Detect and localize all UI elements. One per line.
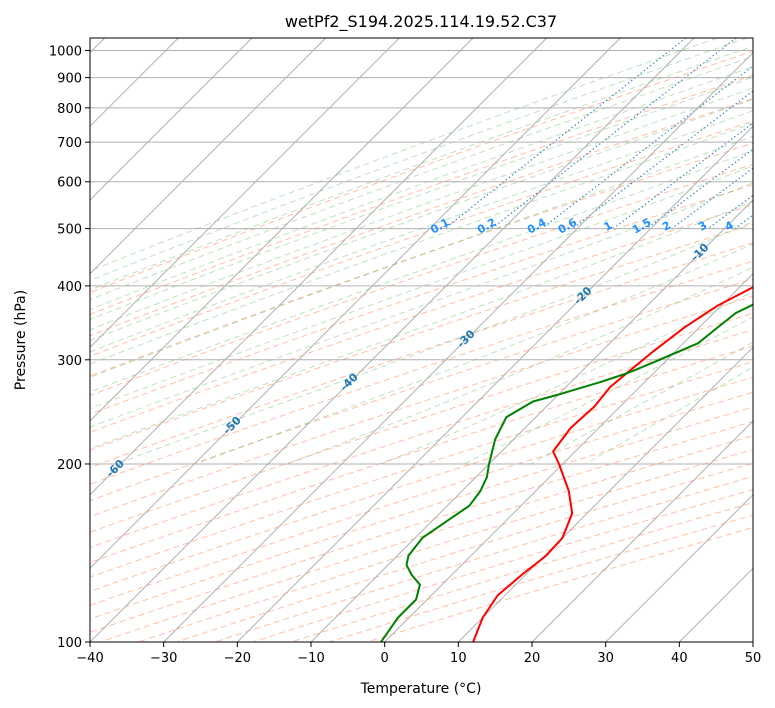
moist-adiabat — [90, 182, 753, 428]
x-tick-label: −10 — [297, 651, 324, 666]
moist-adiabat — [381, 291, 753, 465]
mixing-ratio-line — [541, 65, 753, 230]
isotherm-label: -70 — [0, 500, 10, 523]
dry-adiabat — [90, 391, 753, 606]
sounding-series — [380, 286, 753, 642]
isotherm-gridline — [90, 38, 474, 422]
y-tick-label: 1000 — [49, 45, 82, 60]
moist-adiabat — [90, 200, 753, 450]
y-tick-label: 900 — [57, 72, 82, 87]
moist-adiabat — [90, 66, 753, 310]
moist-adiabats — [90, 38, 753, 465]
isotherm-gridline — [90, 38, 253, 201]
y-axis: 1000 900 800 700 600 500 400 300 200 100 — [49, 45, 90, 651]
y-tick-label: 300 — [57, 354, 82, 369]
dry-adiabat — [90, 142, 753, 377]
y-tick-label: 500 — [57, 223, 82, 238]
moist-adiabat — [463, 316, 753, 465]
isotherm-gridline — [384, 272, 753, 642]
x-tick-label: −40 — [76, 651, 103, 666]
dry-adiabat — [90, 361, 753, 578]
x-tick-label: −30 — [150, 651, 177, 666]
moist-adiabat — [90, 55, 753, 301]
mixing-ratio-line — [572, 90, 753, 230]
moist-adiabat — [90, 45, 753, 291]
chart-title: wetPf2_S194.2025.114.19.52.C37 — [285, 12, 557, 32]
dry-adiabat — [90, 184, 753, 415]
x-tick-label: 0 — [381, 651, 389, 666]
moist-adiabat — [90, 38, 748, 282]
x-tick-label: 50 — [745, 651, 762, 666]
isotherm-gridline — [90, 38, 621, 570]
moist-adiabat — [195, 243, 753, 465]
dry-adiabat — [90, 312, 753, 533]
dry-adiabat — [90, 163, 753, 396]
temperature-profile — [472, 286, 753, 642]
x-tick-label: 20 — [524, 651, 541, 666]
isotherm-gridline — [531, 420, 753, 642]
x-axis: −40 −30 −20 −10 0 10 20 30 40 50 — [76, 642, 761, 666]
moist-adiabat — [90, 122, 753, 365]
isotherm-gridline — [90, 38, 695, 642]
mixing-ratio-line — [671, 167, 753, 230]
isotherm-gridline — [163, 51, 753, 642]
dry-adiabat — [90, 74, 753, 316]
dewpoint-profile — [380, 303, 753, 642]
isotherm-grid — [90, 38, 753, 642]
moist-adiabat — [90, 165, 753, 409]
y-tick-label: 600 — [57, 176, 82, 191]
moist-adiabat — [90, 149, 753, 393]
isotherm-gridline — [310, 199, 753, 642]
isobar-grid — [90, 50, 753, 642]
dry-adiabat — [90, 50, 753, 294]
plot-frame — [89, 37, 754, 643]
x-axis-title: Temperature (°C) — [360, 681, 482, 697]
isotherm-gridline — [236, 125, 753, 642]
moist-adiabat — [90, 110, 753, 353]
x-tick-label: 40 — [671, 651, 688, 666]
x-tick-label: 10 — [450, 651, 467, 666]
moist-adiabat — [90, 76, 753, 320]
y-tick-label: 100 — [57, 636, 82, 651]
moist-adiabat — [90, 38, 718, 272]
dry-adiabat — [90, 223, 753, 451]
moist-adiabat — [90, 135, 753, 378]
dry-adiabat — [90, 278, 753, 502]
x-tick-label: −20 — [224, 651, 251, 666]
isotherm-gridline — [90, 38, 327, 275]
isotherm-gridline — [90, 38, 400, 349]
moist-adiabat — [90, 87, 753, 331]
isotherm-gridline — [90, 38, 548, 496]
isotherm-gridline — [605, 493, 753, 642]
isotherm-gridline — [752, 641, 753, 642]
dry-adiabat — [90, 260, 753, 485]
plot-background — [90, 38, 753, 642]
y-tick-label: 200 — [57, 458, 82, 473]
dry-adiabat — [90, 98, 753, 337]
y-tick-label: 400 — [57, 280, 82, 295]
y-tick-label: 700 — [57, 136, 82, 151]
y-tick-label: 800 — [57, 102, 82, 117]
y-axis-title: Pressure (hPa) — [13, 290, 29, 390]
mixing-ratio-lines — [444, 38, 753, 230]
mixing-ratio-label: 6 — [762, 218, 775, 233]
x-tick-label: 30 — [597, 651, 614, 666]
dry-adiabat — [90, 329, 753, 549]
